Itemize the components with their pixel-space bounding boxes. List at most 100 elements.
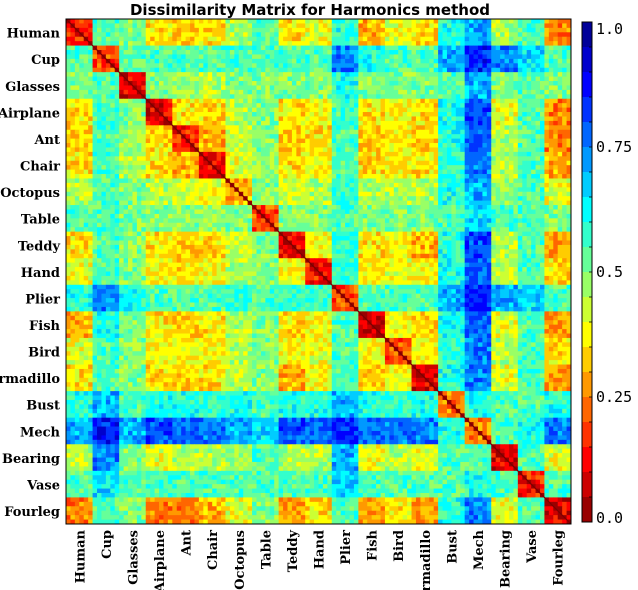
heatmap-cell — [172, 19, 178, 24]
heatmap-cell — [203, 178, 209, 184]
heatmap-cell — [167, 50, 173, 55]
heatmap-cell — [393, 160, 399, 166]
heatmap-cell — [389, 85, 395, 91]
heatmap-cell — [477, 143, 483, 148]
heatmap-cell — [190, 32, 195, 38]
heatmap-cell — [535, 174, 541, 179]
heatmap-cell — [181, 182, 187, 188]
heatmap-cell — [513, 160, 519, 166]
heatmap-cell — [150, 94, 155, 100]
heatmap-cell — [336, 103, 342, 108]
heatmap-cell — [362, 58, 368, 64]
heatmap-cell — [167, 45, 173, 51]
heatmap-cell — [367, 76, 373, 82]
heatmap-cell — [159, 191, 164, 197]
heatmap-cell — [154, 182, 160, 188]
heatmap-cell — [424, 160, 430, 166]
heatmap-cell — [300, 120, 306, 126]
heatmap-cell — [411, 72, 417, 77]
heatmap-cell — [260, 196, 266, 202]
heatmap-cell — [322, 107, 328, 113]
heatmap-cell — [238, 94, 244, 100]
heatmap-cell — [526, 138, 532, 144]
heatmap-cell — [539, 58, 545, 64]
heatmap-cell — [110, 116, 116, 122]
heatmap-cell — [424, 50, 430, 55]
heatmap-cell — [70, 98, 76, 104]
heatmap-cell — [429, 169, 435, 175]
heatmap-cell — [247, 76, 253, 82]
heatmap-cell — [291, 85, 297, 91]
heatmap-cell — [190, 169, 195, 175]
heatmap-cell — [433, 116, 439, 122]
heatmap-cell — [460, 143, 466, 148]
heatmap-cell — [114, 41, 120, 46]
heatmap-cell — [92, 156, 98, 162]
heatmap-cell — [203, 67, 209, 73]
heatmap-cell — [451, 81, 457, 86]
heatmap-cell — [495, 138, 501, 144]
heatmap-cell — [265, 116, 271, 122]
heatmap-cell — [123, 129, 129, 135]
heatmap-cell — [92, 209, 98, 215]
heatmap-cell — [105, 89, 111, 95]
heatmap-cell — [433, 107, 439, 113]
heatmap-cell — [225, 23, 231, 29]
heatmap-cell — [207, 182, 213, 188]
heatmap-cell — [451, 116, 457, 122]
heatmap-cell — [500, 89, 505, 95]
heatmap-cell — [105, 54, 111, 60]
heatmap-cell — [380, 165, 386, 171]
heatmap-cell — [291, 23, 297, 29]
heatmap-cell — [513, 187, 519, 193]
heatmap-cell — [274, 41, 280, 46]
heatmap-cell — [269, 200, 275, 206]
heatmap-cell — [455, 129, 461, 135]
heatmap-cell — [291, 165, 297, 171]
heatmap-cell — [535, 81, 541, 86]
heatmap-cell — [433, 67, 439, 73]
heatmap-cell — [433, 94, 439, 100]
heatmap-cell — [371, 81, 377, 86]
heatmap-cell — [221, 147, 226, 153]
heatmap-cell — [517, 143, 523, 148]
heatmap-cell — [88, 213, 93, 219]
heatmap-cell — [411, 165, 417, 171]
heatmap-cell — [473, 138, 479, 144]
heatmap-cell — [252, 89, 257, 95]
heatmap-cell — [97, 187, 102, 193]
heatmap-cell — [318, 187, 324, 193]
heatmap-cell — [389, 169, 395, 175]
heatmap-cell — [407, 67, 412, 73]
heatmap-cell — [300, 125, 306, 131]
heatmap-cell — [97, 81, 102, 86]
heatmap-cell — [531, 143, 536, 148]
heatmap-cell — [327, 112, 333, 117]
heatmap-cell — [314, 138, 319, 144]
heatmap-cell — [167, 200, 173, 206]
heatmap-cell — [389, 165, 395, 171]
heatmap-cell — [185, 103, 191, 108]
heatmap-cell — [136, 72, 142, 77]
heatmap-cell — [336, 89, 342, 95]
heatmap-cell — [314, 156, 319, 162]
heatmap-cell — [305, 129, 311, 135]
heatmap-cell — [322, 160, 328, 166]
heatmap-cell — [424, 36, 430, 42]
heatmap-cell — [314, 98, 319, 104]
heatmap-cell — [460, 103, 466, 108]
heatmap-cell — [402, 112, 408, 117]
heatmap-cell — [274, 156, 280, 162]
heatmap-cell — [66, 147, 71, 153]
heatmap-cell — [327, 129, 333, 135]
heatmap-cell — [526, 89, 532, 95]
heatmap-cell — [110, 227, 116, 233]
heatmap-cell — [331, 178, 337, 184]
heatmap-cell — [123, 58, 129, 64]
heatmap-cell — [119, 160, 124, 166]
heatmap-cell — [362, 120, 368, 126]
heatmap-cell — [411, 151, 417, 157]
heatmap-cell — [420, 182, 426, 188]
heatmap-cell — [331, 63, 337, 69]
heatmap-cell — [491, 143, 497, 148]
